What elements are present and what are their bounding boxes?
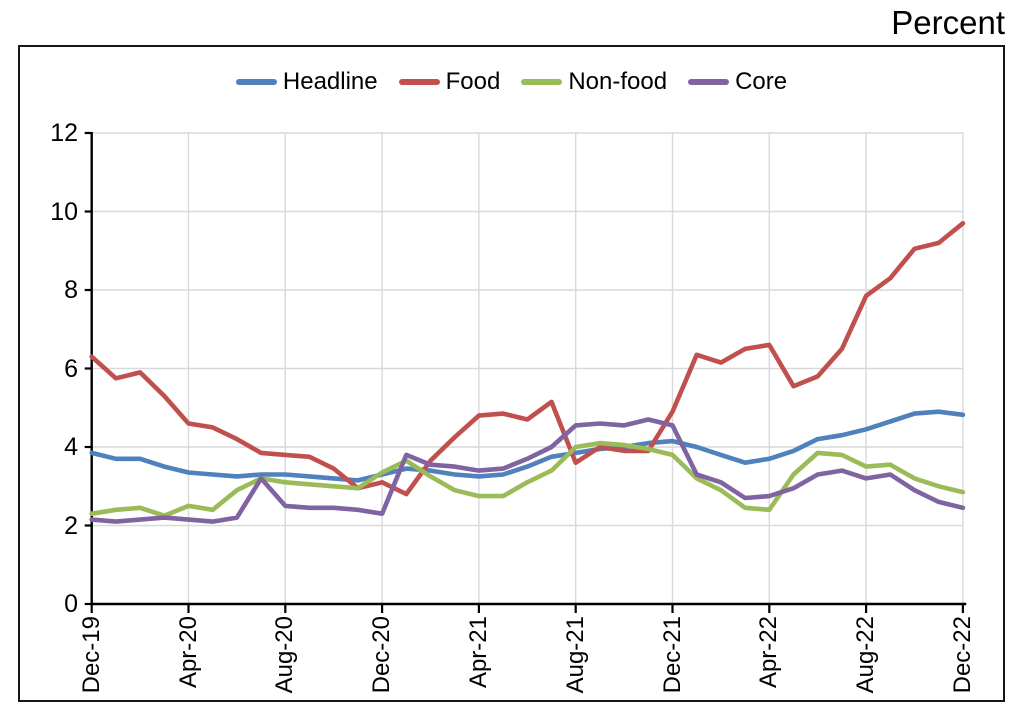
legend-label: Food	[445, 68, 501, 95]
series-line-core	[89, 417, 966, 524]
legend-item-headline: Headline	[235, 68, 378, 96]
legend-line-swatch	[688, 79, 730, 85]
legend-label: Core	[735, 68, 788, 95]
legend-label: Headline	[282, 68, 378, 95]
y-tick-label: 0	[64, 590, 78, 618]
series-line-non-food	[89, 440, 966, 519]
x-tick-label: Aug-20	[271, 616, 299, 694]
y-axis-unit-title: Percent	[891, 4, 1005, 41]
x-tick-label: Apr-20	[174, 616, 202, 689]
x-tick-label: Aug-22	[852, 616, 880, 694]
y-tick-label: 4	[64, 433, 78, 461]
series-line-headline	[89, 409, 966, 483]
x-tick-label: Apr-22	[755, 616, 783, 689]
legend-line-swatch	[398, 79, 440, 85]
x-tick-label: Dec-22	[948, 616, 976, 694]
legend: Headline Food Non-food Core	[18, 67, 1005, 97]
x-tick-label: Aug-21	[561, 616, 589, 694]
chart-frame	[18, 45, 1005, 702]
legend-line-swatch	[235, 79, 277, 85]
x-tick-label: Dec-19	[77, 616, 105, 694]
legend-item-non-food: Non-food	[521, 68, 667, 96]
y-tick-label: 6	[64, 354, 78, 383]
x-tick-label: Dec-21	[658, 616, 686, 694]
y-tick-label: 2	[64, 511, 78, 540]
y-tick-label: 12	[50, 119, 78, 147]
y-tick-label: 8	[64, 276, 78, 304]
x-tick-label: Apr-21	[464, 616, 492, 689]
x-tick-label: Dec-20	[368, 616, 396, 694]
y-tick-label: 10	[50, 197, 78, 226]
legend-item-food: Food	[398, 68, 501, 96]
legend-item-core: Core	[688, 68, 787, 96]
legend-label: Non-food	[568, 68, 668, 95]
legend-line-swatch	[521, 79, 563, 85]
series-line-food	[89, 221, 966, 497]
